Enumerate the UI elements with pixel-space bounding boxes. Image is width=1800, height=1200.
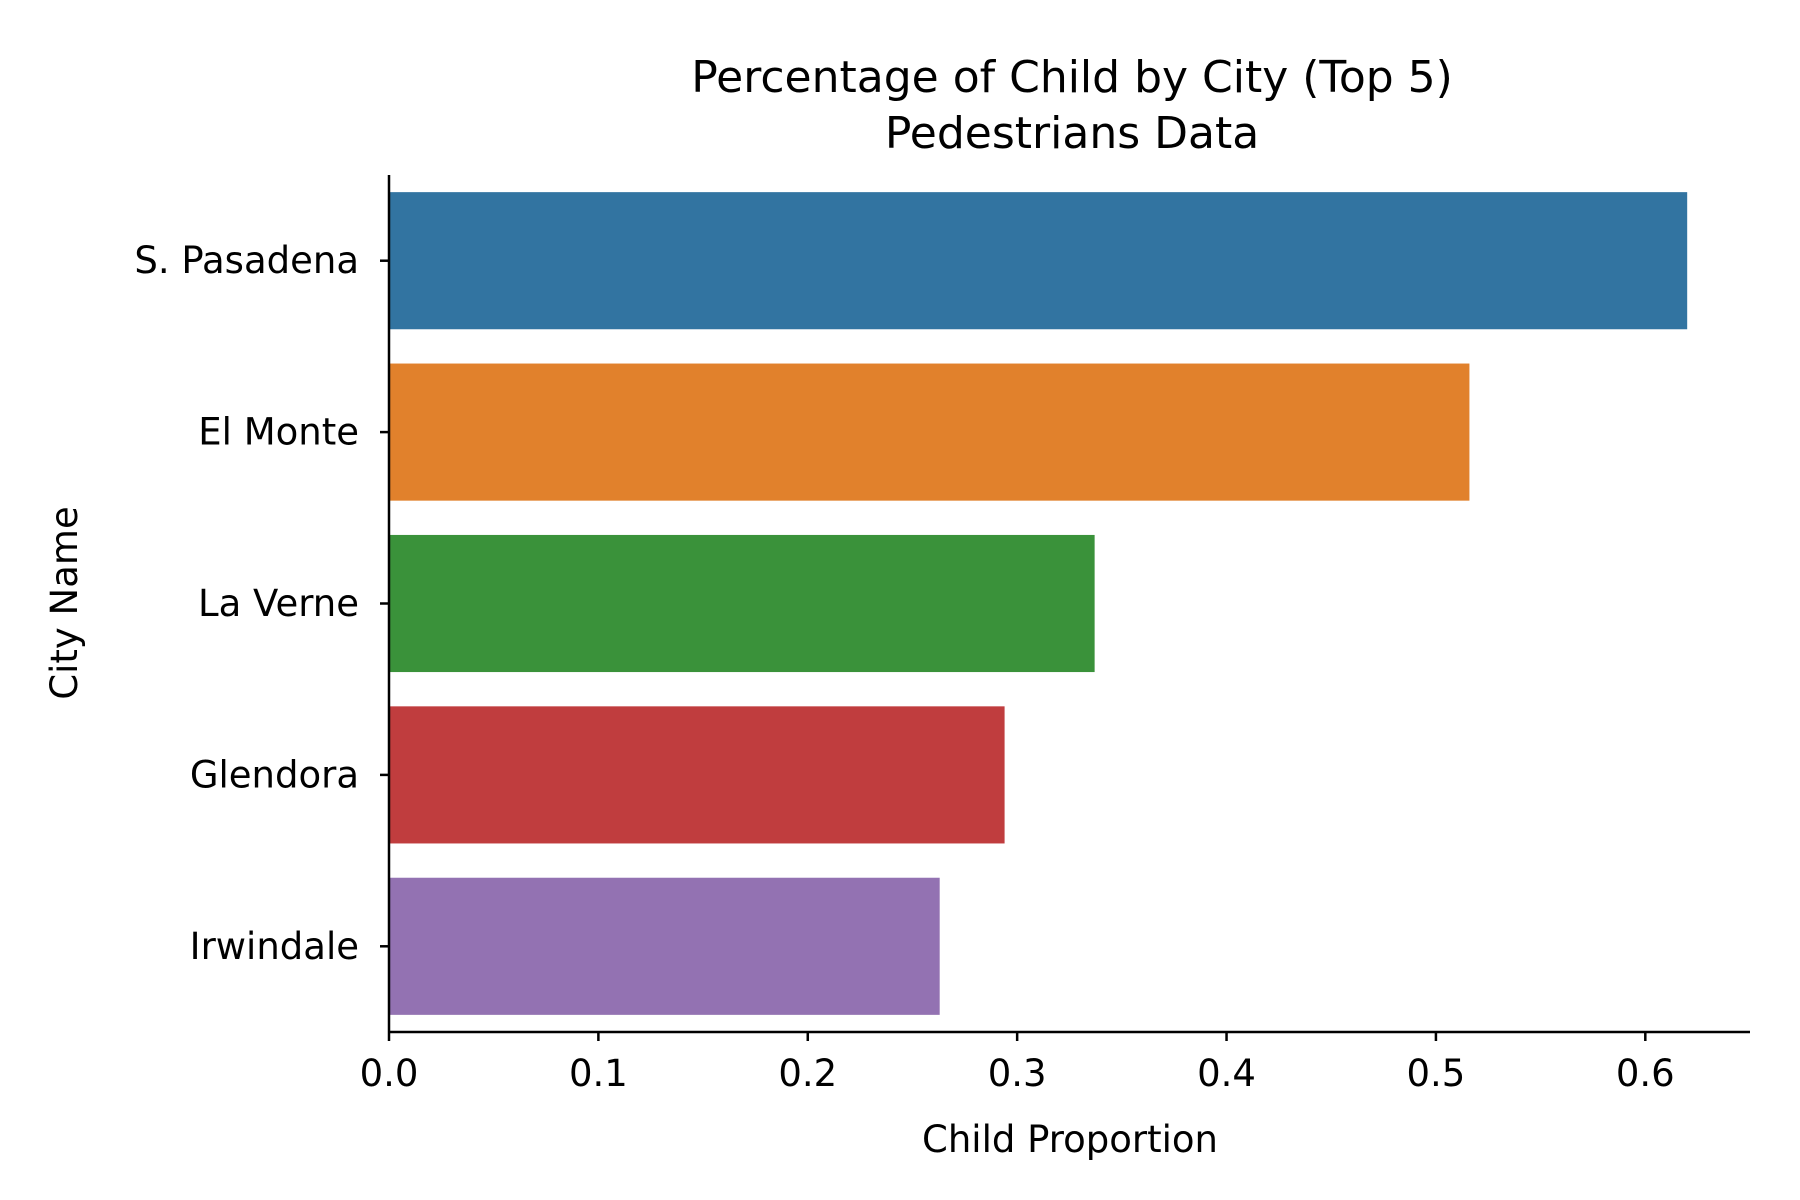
bars-group [389,192,1688,1015]
chart-title: Percentage of Child by City (Top 5) [691,52,1453,103]
y-axis-label: City Name [43,506,86,699]
bar-s-pasadena [389,192,1688,330]
x-tick-label: 0.4 [1197,1052,1256,1095]
bar-el-monte [389,363,1470,501]
bar-glendora [389,706,1005,844]
bar-la-verne [389,534,1095,673]
x-ticks-group: 0.0 0.1 0.2 0.3 0.4 0.5 0.6 [360,1032,1675,1095]
y-tick-label: El Monte [198,411,359,454]
y-tick-label: S. Pasadena [134,239,359,282]
x-axis-label: Child Proportion [922,1118,1218,1161]
bar-irwindale [389,877,940,1015]
x-tick-label: 0.2 [778,1052,837,1095]
y-ticks-group: S. Pasadena El Monte La Verne Glendora Irwin… [134,239,389,968]
x-tick-label: 0.5 [1407,1052,1466,1095]
chart-title-group: Percentage of Child by City (Top 5) Pede… [691,52,1453,159]
chart-subtitle: Pedestrians Data [885,108,1259,159]
x-tick-label: 0.3 [988,1052,1047,1095]
x-tick-label: 0.1 [569,1052,628,1095]
y-tick-label: Glendora [190,753,359,796]
x-tick-label: 0.6 [1616,1052,1675,1095]
y-tick-label: Irwindale [190,925,359,968]
y-tick-label: La Verne [198,582,359,625]
x-tick-label: 0.0 [360,1052,419,1095]
